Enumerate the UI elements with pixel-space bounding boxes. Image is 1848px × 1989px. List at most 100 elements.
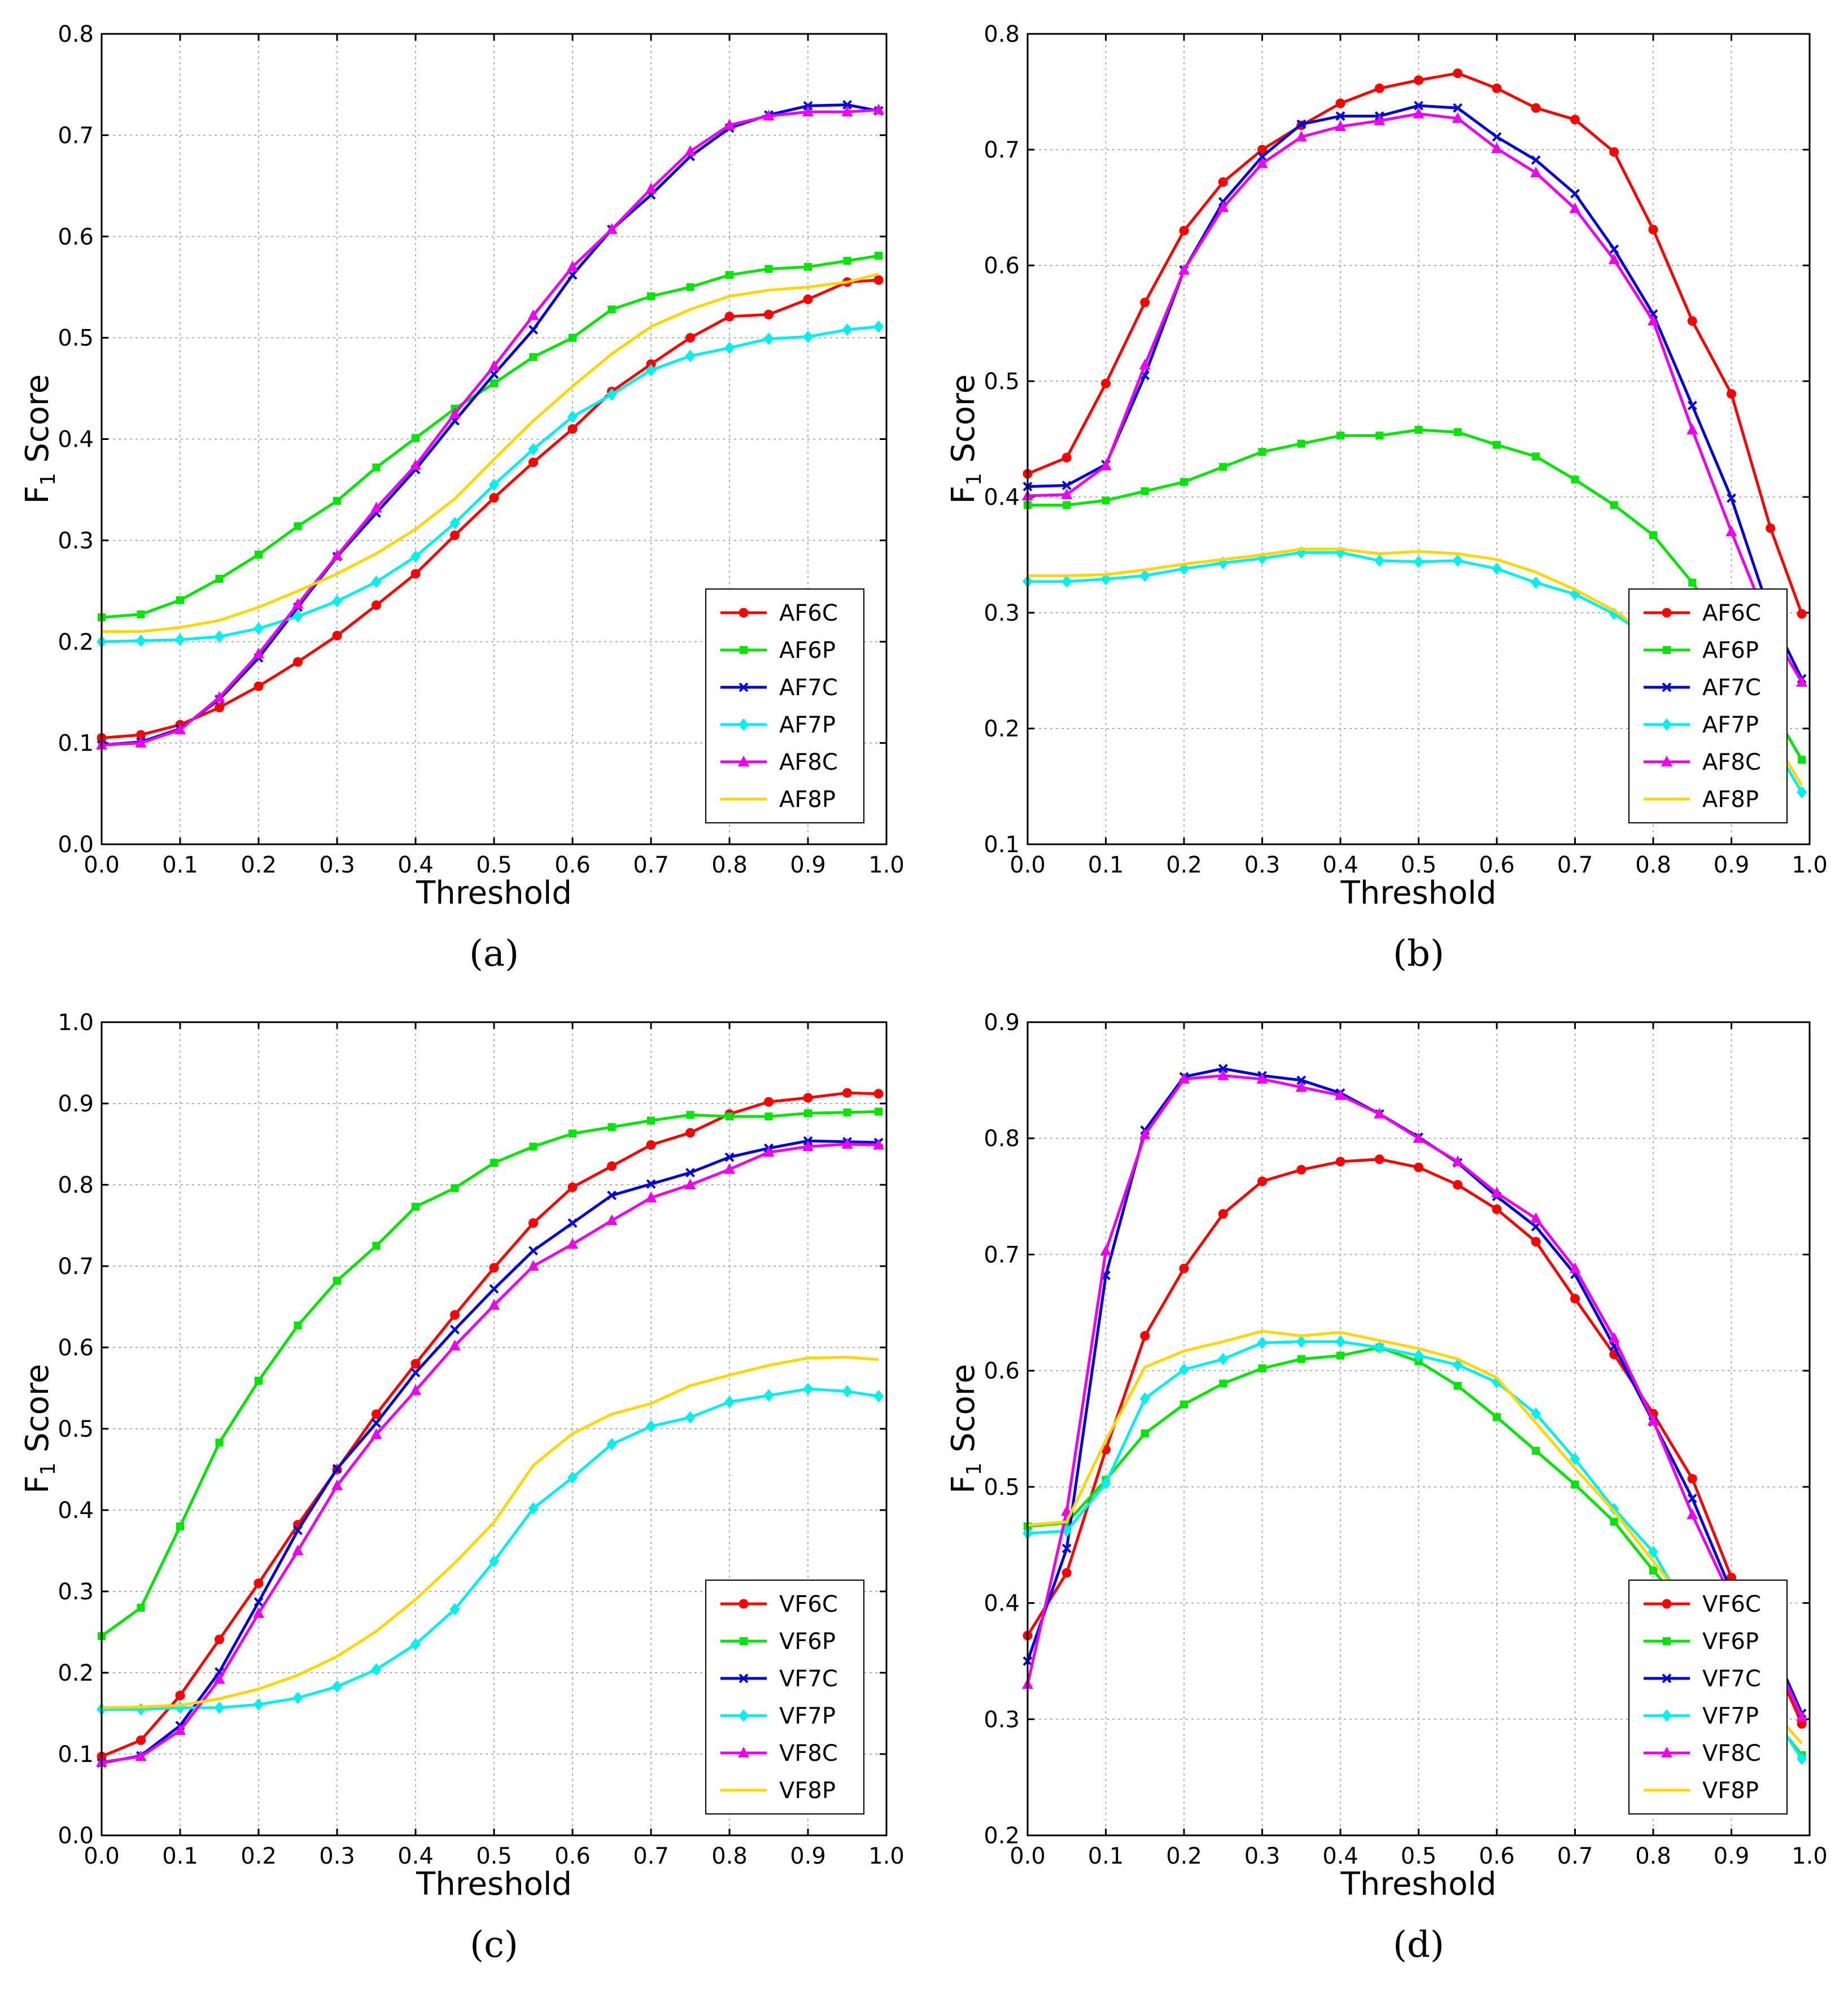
data-point <box>842 1088 852 1098</box>
data-point <box>724 1395 735 1408</box>
data-point <box>1571 476 1579 484</box>
data-point <box>254 1597 264 1607</box>
legend: AF6C AF6P AF7C AF7P AF8C AF8P <box>705 588 864 823</box>
chart-panel-1: 0.0 0.1 0.2 0.3 0.4 0.5 0.6 0.7 0.8 0.9 1.0 0.0 0.1 0… <box>19 21 905 975</box>
x-tick-label: 0.8 <box>1635 1843 1671 1869</box>
panel-caption: (c) <box>470 1924 518 1966</box>
legend-label: VF7C <box>1702 1666 1761 1692</box>
data-point <box>1687 400 1697 411</box>
data-point <box>1414 426 1423 434</box>
data-point <box>1453 68 1463 78</box>
data-point <box>1217 1069 1229 1080</box>
legend-label: AF8C <box>1702 749 1761 775</box>
data-point <box>567 1218 578 1228</box>
data-point <box>1608 1332 1620 1343</box>
data-point <box>646 364 656 377</box>
y-axis-title-rest: Score <box>19 374 56 473</box>
data-point <box>292 610 303 623</box>
legend-marker <box>1662 682 1672 692</box>
data-point <box>873 103 885 115</box>
data-point <box>254 1698 264 1711</box>
y-axis-title-rest: Score <box>945 1364 982 1463</box>
data-point <box>332 1464 342 1473</box>
x-tick-label: 0.2 <box>241 1843 277 1869</box>
data-point <box>489 493 499 503</box>
data-point <box>1413 555 1424 568</box>
panel-caption: (a) <box>469 933 519 975</box>
panel-caption: (b) <box>1393 933 1444 975</box>
x-tick-label: 0.8 <box>1635 852 1671 878</box>
data-point <box>1061 481 1072 490</box>
x-tick-label: 0.9 <box>1714 1843 1750 1869</box>
data-point <box>215 1634 224 1645</box>
y-tick-label: 0.3 <box>58 1579 94 1605</box>
data-point <box>135 1750 147 1761</box>
data-point <box>489 1555 499 1568</box>
x-tick-label: 0.0 <box>84 1843 120 1869</box>
data-point <box>684 1179 696 1189</box>
data-point <box>569 1129 576 1138</box>
x-tick-label: 0.8 <box>711 852 748 878</box>
y-tick-label: 0.8 <box>984 21 1020 47</box>
data-point <box>606 223 618 234</box>
legend-marker <box>739 718 749 731</box>
legend-box <box>1628 588 1788 823</box>
data-point <box>875 251 883 260</box>
data-point <box>764 265 773 273</box>
data-point <box>449 407 461 418</box>
data-point <box>293 657 303 667</box>
data-point <box>873 320 884 333</box>
data-point <box>1492 562 1502 575</box>
legend-marker <box>739 1709 749 1722</box>
data-point <box>1491 142 1502 153</box>
data-point <box>608 1123 616 1131</box>
legend-label: VF6C <box>779 1591 838 1617</box>
data-point <box>1413 1132 1425 1143</box>
data-point <box>1296 119 1307 129</box>
x-tick-label: 0.3 <box>1244 1843 1281 1869</box>
x-tick-label: 0.3 <box>319 1843 355 1869</box>
data-point <box>1797 609 1807 619</box>
x-tick-label: 0.0 <box>1010 1843 1046 1869</box>
data-point <box>1570 1294 1580 1304</box>
data-point <box>372 463 381 472</box>
data-point <box>567 424 578 434</box>
data-point <box>802 1140 814 1151</box>
data-point <box>1727 389 1736 399</box>
y-axis-title-subscript: 1 <box>963 1463 986 1476</box>
x-tick-label: 0.4 <box>397 852 434 878</box>
y-tick-label: 0.6 <box>58 224 94 250</box>
data-point <box>646 1140 656 1150</box>
y-tick-label: 0.5 <box>58 1416 94 1442</box>
legend-label: VF6P <box>1702 1629 1759 1655</box>
data-point <box>451 1184 459 1192</box>
y-tick-label: 0.4 <box>58 427 94 453</box>
data-point <box>1102 496 1110 505</box>
legend: VF6C VF6P VF7C VF7P VF8C VF8P <box>1628 1580 1788 1814</box>
data-point <box>528 325 538 335</box>
data-point <box>842 1385 853 1398</box>
data-point <box>1530 167 1542 177</box>
data-point <box>253 1607 264 1618</box>
data-point <box>528 457 538 468</box>
data-point <box>726 271 733 279</box>
data-point <box>843 1108 851 1116</box>
y-tick-label: 0.1 <box>984 832 1020 858</box>
plot-frame <box>101 1021 888 1837</box>
data-point <box>527 309 539 320</box>
data-point <box>333 496 341 505</box>
y-tick-label: 0.2 <box>984 1823 1020 1849</box>
data-point <box>176 596 184 604</box>
data-point <box>1100 1477 1111 1490</box>
legend-marker <box>739 1673 749 1683</box>
x-tick-label: 0.5 <box>476 852 512 878</box>
legend-label: AF8C <box>779 749 838 775</box>
data-point <box>489 1263 499 1273</box>
y-tick-label: 0.2 <box>984 716 1020 742</box>
data-point <box>292 1545 304 1555</box>
data-point <box>175 1690 185 1700</box>
data-point <box>763 332 774 345</box>
data-point <box>333 1276 341 1285</box>
data-point <box>1258 448 1266 456</box>
